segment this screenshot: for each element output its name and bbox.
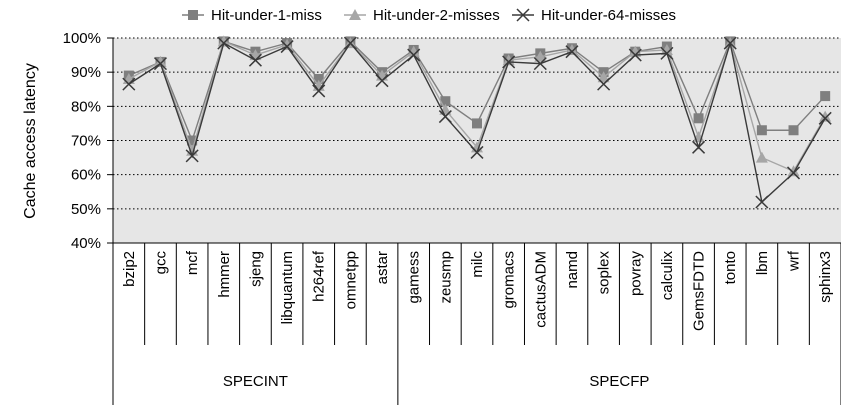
data-point (820, 91, 831, 102)
data-point (533, 57, 547, 71)
y-tick-label: 40% (71, 235, 101, 252)
data-point (597, 71, 610, 83)
data-point (629, 45, 642, 57)
data-point (280, 40, 294, 54)
data-point (187, 135, 198, 146)
x-category-label: gamess (406, 251, 423, 304)
x-category-label: zeusmp (437, 251, 454, 304)
x-category-label: gromacs (501, 251, 518, 309)
x-category-label: lbm (754, 251, 771, 275)
legend: Hit-under-1-miss Hit-under-2-misses Hit-un… (182, 7, 676, 24)
legend-label: Hit-under-64-misses (541, 7, 676, 24)
group-labels: SPECINT SPECFP (223, 373, 650, 390)
data-point (248, 53, 262, 67)
group-label: SPECFP (589, 373, 649, 390)
data-point (407, 45, 420, 57)
data-point (565, 45, 579, 59)
data-point (788, 125, 799, 136)
y-tick-labels: 40% 50% 60% 70% 80% 90% 100% (63, 30, 101, 252)
data-point (440, 96, 451, 107)
data-point (375, 74, 389, 88)
data-point (818, 111, 832, 125)
series-layer (122, 35, 832, 209)
x-category-label: calculix (659, 251, 676, 301)
y-tick-label: 80% (71, 98, 101, 115)
x-category-label: mcf (184, 250, 201, 275)
legend-label: Hit-under-1-miss (211, 7, 322, 24)
gridlines (113, 37, 841, 210)
y-tick-label: 90% (71, 64, 101, 81)
data-point (597, 77, 611, 91)
data-point (660, 43, 673, 55)
data-point (122, 77, 136, 91)
x-category-label: milc (469, 251, 486, 278)
data-point (660, 46, 674, 60)
data-point (502, 55, 516, 69)
y-tick-label: 100% (63, 30, 101, 47)
data-point (787, 165, 800, 177)
data-point (786, 166, 801, 180)
x-category-label: soplex (596, 251, 613, 295)
y-tick-label: 70% (71, 133, 101, 150)
x-category-label: libquantum (279, 251, 296, 324)
data-point (755, 151, 768, 163)
x-category-label: wrf (786, 250, 803, 272)
data-point (313, 74, 324, 84)
data-point (534, 50, 547, 62)
data-point (628, 48, 642, 62)
y-tick-label: 60% (71, 167, 101, 184)
x-category-label: cactusADM (532, 251, 549, 328)
x-category-label: h264ref (311, 250, 328, 302)
x-category-label: tonto (722, 251, 739, 284)
data-point (693, 113, 704, 124)
data-point (154, 55, 167, 67)
group-label: SPECINT (223, 373, 288, 390)
series (122, 36, 832, 209)
data-point (185, 149, 199, 163)
legend-marker (516, 8, 530, 22)
axes (107, 37, 841, 405)
x-category-label: omnetpp (342, 251, 359, 309)
data-point (153, 57, 168, 71)
x-category-label: hmmer (216, 251, 233, 298)
y-axis-label: Cache access latency (22, 63, 39, 219)
data-point (819, 110, 832, 122)
x-category-label: astar (374, 251, 391, 284)
x-category-label: gcc (152, 251, 169, 275)
data-point (217, 35, 230, 47)
x-category-label: GemsFDTD (691, 251, 708, 331)
x-category-labels: bzip2 gcc mcf hmmer sjeng libquantum h264ref om… (121, 250, 834, 331)
data-point (343, 36, 357, 50)
x-category-label: povray (627, 251, 644, 297)
y-tick-label: 50% (71, 201, 101, 218)
data-point (692, 140, 706, 154)
data-point (756, 125, 767, 136)
data-point (755, 195, 769, 209)
x-category-label: namd (564, 251, 581, 289)
data-point (472, 118, 482, 129)
legend-marker (188, 10, 198, 20)
data-point (217, 36, 231, 50)
data-point (470, 145, 484, 159)
data-point (407, 48, 421, 62)
x-category-label: sphinx3 (817, 251, 834, 303)
x-category-label: bzip2 (121, 251, 138, 287)
data-point (438, 110, 452, 124)
data-point (723, 36, 737, 50)
legend-label: Hit-under-2-misses (373, 7, 500, 24)
data-point (312, 84, 326, 98)
x-category-label: sjeng (247, 251, 264, 287)
legend-marker (349, 9, 361, 20)
